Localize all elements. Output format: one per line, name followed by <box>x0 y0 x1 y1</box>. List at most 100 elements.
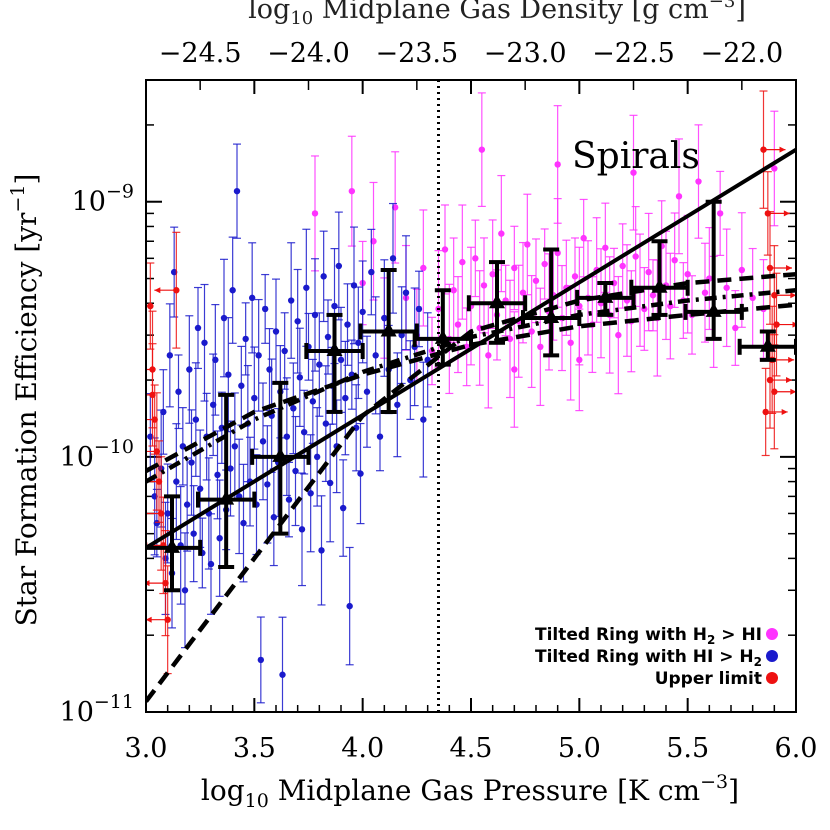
hi-point <box>261 305 269 313</box>
hi-point <box>188 459 195 466</box>
hi-point <box>337 356 345 364</box>
hi-point <box>420 416 427 423</box>
h2-point <box>454 321 462 328</box>
hi-point <box>227 465 234 472</box>
hi-point <box>160 408 167 416</box>
h2-point <box>716 210 724 217</box>
h2-point <box>738 266 746 274</box>
x-tick-label: 4.5 <box>450 733 493 764</box>
data-points <box>131 90 796 712</box>
hi-point <box>285 496 293 503</box>
hi-point <box>309 398 317 405</box>
binned-marker <box>434 329 451 344</box>
y-tick-label: 10−10 <box>60 436 134 473</box>
upper-limit-point-limit-arrowhead <box>786 377 792 384</box>
upper-limit-point-limit-arrowhead <box>137 479 143 485</box>
legend-marker-hi <box>766 650 778 662</box>
model-line-dashed <box>146 302 796 473</box>
h2-point <box>771 165 778 172</box>
binned-marker <box>272 447 289 462</box>
y-tick-label: 10−11 <box>60 691 134 728</box>
hi-point <box>359 308 366 316</box>
h2-point <box>684 270 691 278</box>
hi-point <box>322 420 330 427</box>
hi-point <box>346 602 353 610</box>
upper-limit-point-limit-arrowhead <box>788 356 795 363</box>
h2-point <box>528 328 535 335</box>
hi-point <box>342 394 349 402</box>
hi-point <box>175 388 182 395</box>
hi-point <box>238 382 245 389</box>
hi-point <box>233 187 241 195</box>
upper-limit-point <box>762 408 769 416</box>
upper-limit-point <box>164 616 171 623</box>
h2-point <box>511 264 518 272</box>
hi-point <box>164 510 171 517</box>
upper-limit-point <box>173 287 180 294</box>
hi-point <box>331 302 338 310</box>
hi-point <box>292 467 299 475</box>
upper-limit-point-limit-arrowhead <box>781 408 788 415</box>
h2-point <box>498 230 505 237</box>
tick-labels: 3.0 3.5 4.0 4.5 5.0 5.5 6.0 −24.5 −24.0 −23.5 −23.… <box>60 38 818 764</box>
h2-point <box>485 352 492 359</box>
x-tick-label: 4.0 <box>341 733 384 764</box>
hi-point <box>257 656 265 664</box>
upper-limit-point-limit-arrowhead <box>131 367 137 373</box>
hi-point <box>201 339 208 346</box>
hi-point <box>220 314 228 322</box>
hi-point <box>287 297 295 304</box>
hi-point <box>251 394 258 402</box>
model-line-solid <box>146 147 796 550</box>
upper-limit-point-limit-arrowhead <box>154 287 161 294</box>
h2-point <box>732 324 739 332</box>
h2-point <box>420 264 427 272</box>
top-tick-label: −22.5 <box>592 38 675 69</box>
upper-limit-point <box>147 302 154 310</box>
top-tick-label: −22.0 <box>700 38 783 69</box>
legend-marker-h2 <box>766 628 778 640</box>
hi-point <box>368 268 375 276</box>
hi-point <box>294 318 301 325</box>
binned-marker <box>164 538 180 553</box>
h2-point <box>630 169 637 176</box>
hi-point <box>192 416 200 423</box>
legend-label-h2: Tilted Ring with H2 > HI <box>535 625 762 647</box>
h2-point <box>576 356 583 364</box>
hi-point <box>216 534 223 542</box>
hi-point <box>394 401 401 408</box>
h2-point <box>615 331 622 339</box>
h2-point <box>675 193 683 200</box>
upper-limit-point <box>773 321 780 328</box>
top-tick-label: −24.0 <box>267 38 350 69</box>
upper-limit-point-limit-arrowhead <box>135 448 141 454</box>
hi-point <box>259 438 267 445</box>
h2-point <box>450 287 457 294</box>
h2-point <box>723 284 730 291</box>
hi-point <box>300 428 308 436</box>
hi-point <box>415 305 423 313</box>
top-axis-title: log10 Midplane Gas Density [g cm−3] <box>248 0 746 29</box>
hi-point <box>339 504 347 512</box>
h2-point <box>571 273 579 280</box>
hi-point <box>381 314 388 322</box>
h2-point <box>649 292 657 299</box>
hi-point <box>313 453 321 461</box>
legend-label-upper: Upper limit <box>655 669 762 689</box>
h2-point <box>511 366 518 373</box>
h2-point <box>567 339 574 346</box>
hi-point <box>212 356 219 364</box>
h2-point <box>537 343 544 351</box>
hi-point <box>225 371 232 378</box>
hi-point <box>240 519 247 527</box>
x-tick-label: 3.0 <box>125 733 168 764</box>
spirals-annotation: Spirals <box>572 136 700 177</box>
h2-point <box>348 187 356 195</box>
binned-marker <box>489 294 505 309</box>
plot-frame <box>145 79 797 713</box>
binned-marker <box>543 309 560 324</box>
binned-marker <box>380 322 397 337</box>
h2-point <box>478 146 486 153</box>
hi-point <box>190 530 197 537</box>
